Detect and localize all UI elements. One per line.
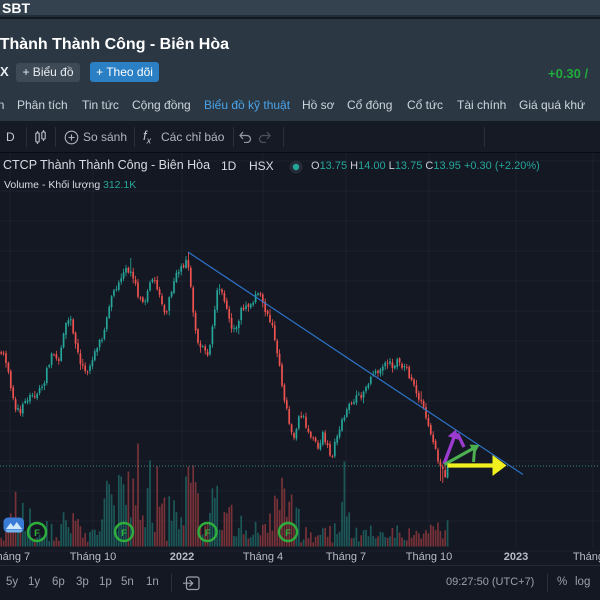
svg-text:Tháng 1: Tháng 1 <box>573 551 600 563</box>
svg-text:F: F <box>34 528 40 539</box>
svg-text:F: F <box>285 528 291 539</box>
svg-text:Tháng 7: Tháng 7 <box>0 551 30 563</box>
svg-text:2023: 2023 <box>504 551 528 563</box>
svg-text:Tháng 10: Tháng 10 <box>406 551 452 563</box>
svg-text:F: F <box>121 528 127 539</box>
svg-text:2022: 2022 <box>170 551 194 563</box>
svg-text:Tháng 10: Tháng 10 <box>70 551 116 563</box>
svg-text:F: F <box>205 528 211 539</box>
svg-text:Tháng 4: Tháng 4 <box>243 551 283 563</box>
svg-text:Tháng 7: Tháng 7 <box>326 551 366 563</box>
